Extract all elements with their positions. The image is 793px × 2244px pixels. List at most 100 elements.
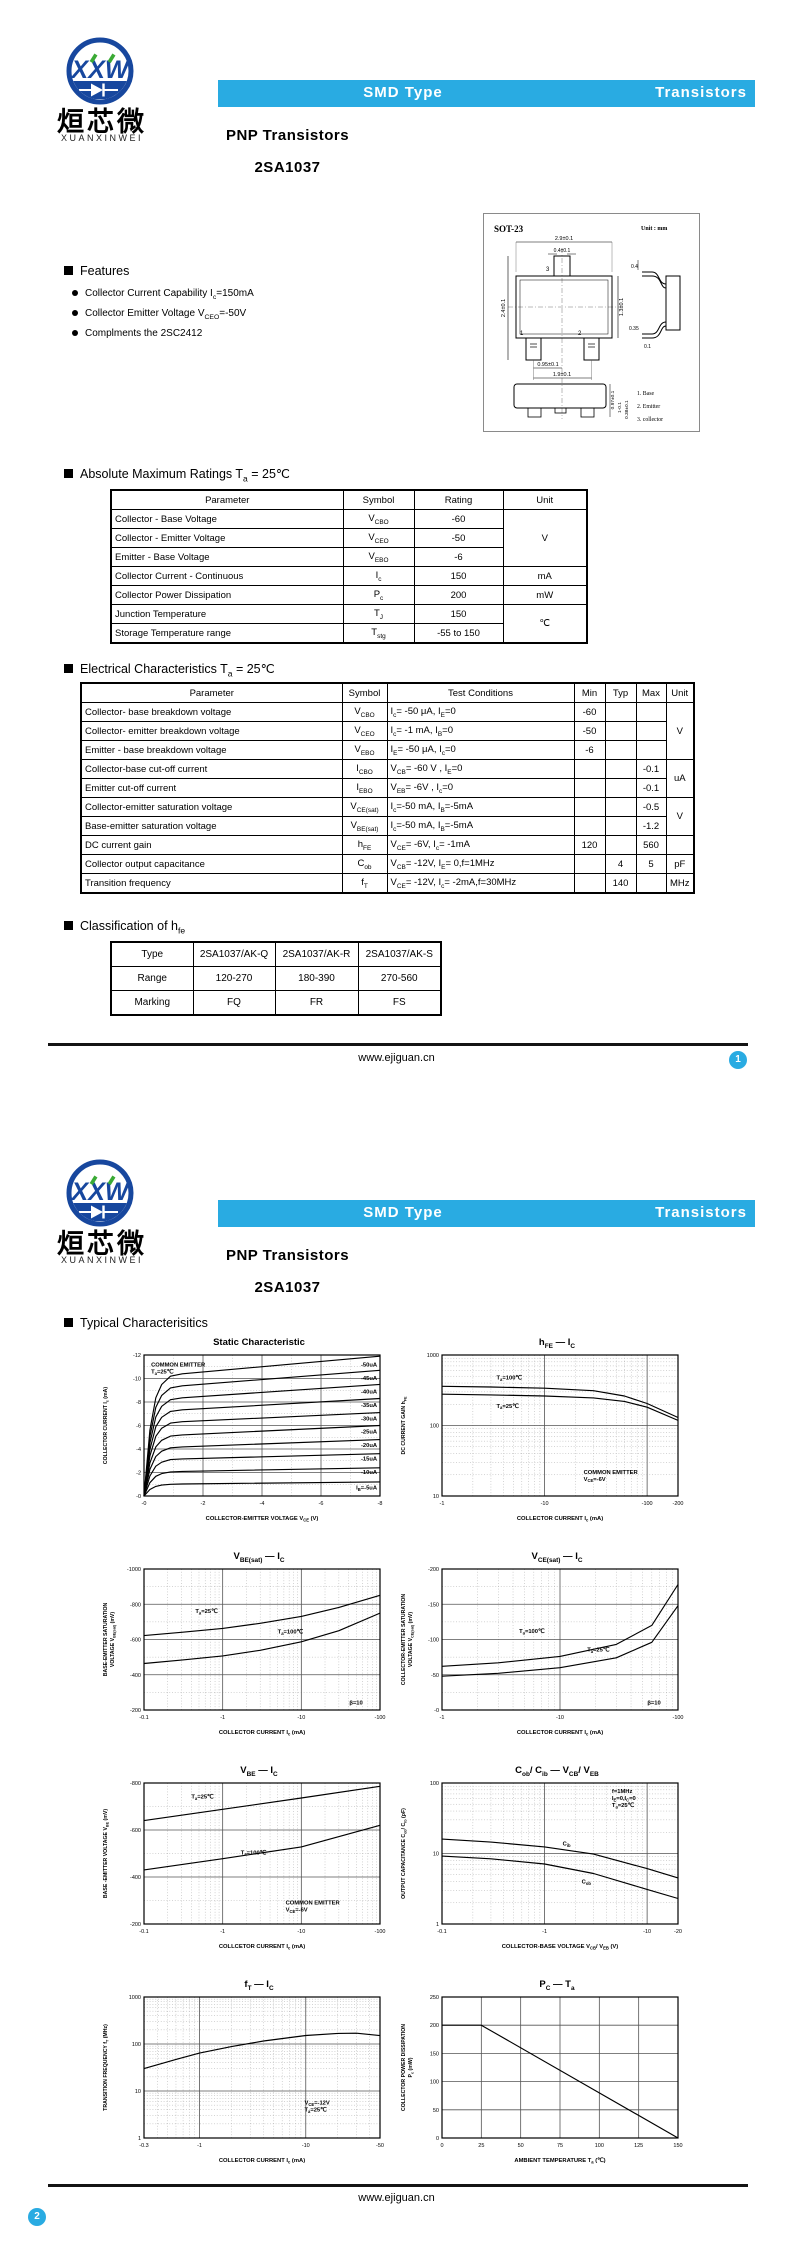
svg-text:0: 0 xyxy=(436,2136,439,2142)
table-cell: -0.1 xyxy=(635,778,667,798)
svg-text:VCE=-12V: VCE=-12V xyxy=(304,2101,329,2107)
page-2: XXW 烜芯微 XUANXINWEI SMD Type Transistors … xyxy=(0,1122,793,2244)
column-header: Typ xyxy=(604,682,637,703)
table-cell: Collector-base cut-off current xyxy=(80,759,343,779)
package-drawing: SOT-23 Unit : mm 2.9±0.1 0.4±0.1 xyxy=(483,213,700,432)
column-header: Unit xyxy=(502,489,588,510)
table-cell: 150 xyxy=(413,566,504,586)
svg-text:-25uA: -25uA xyxy=(361,1429,378,1435)
dim-lead-foot: 0.1 xyxy=(644,344,651,350)
table-cell: 180-390 xyxy=(274,966,359,991)
grid-major xyxy=(144,1783,380,1924)
table-cell: IEBO xyxy=(341,778,388,798)
table-cell xyxy=(604,797,637,817)
svg-text:-10: -10 xyxy=(541,1501,549,1507)
table-cell: V xyxy=(502,509,588,567)
svg-text:250: 250 xyxy=(430,1995,439,2001)
pin-1-label: 1 xyxy=(520,331,524,337)
unit-note: Unit : mm xyxy=(641,226,667,232)
company-logo-icon: XXW xyxy=(66,37,134,105)
page-number-badge: 2 xyxy=(28,2208,46,2226)
svg-text:COMMON EMITTER: COMMON EMITTER xyxy=(286,1901,341,1907)
svg-text:COLLECTOR CURRENT Ic (mA): COLLECTOR CURRENT Ic (mA) xyxy=(103,1387,109,1464)
chart-canvas: -1 -10 -100 -0 -50 -100 -150 -200 COLLECTOR CURR… xyxy=(401,1567,684,1736)
table-cell: TJ xyxy=(342,604,415,624)
svg-text:-45uA: -45uA xyxy=(361,1376,378,1382)
svg-text:-200: -200 xyxy=(130,1708,141,1714)
chart-vbe-vs-ic: VBE — IC -0.1 -1 -10 -100 -200 -400 -600 -800 CO… xyxy=(98,1764,388,1965)
table-cell: VCBO xyxy=(342,509,415,529)
svg-text:-200: -200 xyxy=(130,1922,141,1928)
table-row: Transition frequency fT VCE= -12V, Ic= -2m… xyxy=(80,873,695,894)
svg-text:-200: -200 xyxy=(428,1567,439,1573)
series-group xyxy=(143,1594,381,1665)
table-row: Type 2SA1037/AK-Q 2SA1037/AK-R 2SA1037/AK-S xyxy=(110,941,442,967)
table-cell: Ic xyxy=(342,566,415,586)
chart-canvas: -0 -2 -4 -6 -8 -0 -2 -4 -6 -8 -10 -12 COLLECTOR-EMIT… xyxy=(103,1353,382,1522)
table-cell: ℃ xyxy=(502,604,588,644)
series-line xyxy=(143,1594,381,1637)
svg-text:Ta=25℃: Ta=25℃ xyxy=(195,1608,218,1615)
svg-text:100: 100 xyxy=(430,1781,439,1787)
series-group xyxy=(441,1584,679,1677)
table-cell xyxy=(635,740,667,760)
svg-text:-10uA: -10uA xyxy=(361,1470,378,1476)
svg-text:-50uA: -50uA xyxy=(361,1362,378,1368)
pin-legend-collector: 3. collector xyxy=(637,417,663,423)
svg-text:1000: 1000 xyxy=(129,1995,141,2001)
brand-name-en: XUANXINWEI xyxy=(60,1255,143,1265)
table-cell: Collector Current - Continuous xyxy=(110,566,344,586)
svg-text:Ta=100℃: Ta=100℃ xyxy=(497,1374,523,1381)
svg-text:-1: -1 xyxy=(220,1929,225,1935)
table-cell: FQ xyxy=(192,990,276,1016)
svg-text:-10: -10 xyxy=(302,2143,310,2149)
svg-text:1000: 1000 xyxy=(427,1353,439,1359)
table-cell: 2SA1037/AK-R xyxy=(274,941,359,967)
table-cell: -60 xyxy=(413,509,504,529)
svg-text:VCE=-6V: VCE=-6V xyxy=(584,1477,606,1483)
section-square-icon xyxy=(64,664,73,673)
table-cell: -1.2 xyxy=(635,816,667,836)
svg-text:10: 10 xyxy=(135,2089,141,2095)
column-header: Unit xyxy=(665,682,695,703)
column-header: Test Conditions xyxy=(386,682,575,703)
part-number-title: 2SA1037 xyxy=(254,1279,321,1296)
chart-caption: fT — IC xyxy=(244,1979,274,1992)
table-cell: 150 xyxy=(413,604,504,624)
banner-right-label: Transistors xyxy=(655,1204,747,1221)
chart-caption: hFE — IC xyxy=(538,1337,576,1350)
svg-text:-1000: -1000 xyxy=(127,1567,141,1573)
svg-text:200: 200 xyxy=(430,2023,439,2029)
svg-text:-0.1: -0.1 xyxy=(437,1929,446,1935)
table-cell: V xyxy=(665,702,695,760)
grid-minor xyxy=(144,1783,380,1924)
svg-text:-50: -50 xyxy=(431,1673,439,1679)
dim-tab-width: 0.4±0.1 xyxy=(554,248,571,254)
svg-text:-100: -100 xyxy=(374,1929,385,1935)
svg-text:-200: -200 xyxy=(672,1501,683,1507)
svg-text:150: 150 xyxy=(430,2051,439,2057)
table-cell: Ic=-50 mA, IB=-5mA xyxy=(386,797,575,817)
table-cell: Marking xyxy=(110,990,194,1016)
svg-text:-600: -600 xyxy=(130,1638,141,1644)
chart-vcesat-vs-ic: VCE(sat) — IC -1 -10 -100 -0 -50 -100 -150 -200… xyxy=(396,1550,686,1751)
svg-text:COLLECTOR CURRENT Ic (mA): COLLECTOR CURRENT Ic (mA) xyxy=(517,1730,603,1736)
table-cell: -6 xyxy=(573,740,606,760)
svg-text:-6: -6 xyxy=(136,1424,141,1430)
bullet-icon xyxy=(72,330,78,336)
svg-text:Ta=100℃: Ta=100℃ xyxy=(241,1849,267,1856)
table-row: Storage Temperature range Tstg -55 to 150 xyxy=(110,623,587,644)
brand-name-cn: 烜芯微 xyxy=(57,1229,147,1260)
svg-text:f=1MHz: f=1MHz xyxy=(612,1789,633,1795)
table-cell xyxy=(635,873,667,894)
table-cell: 140 xyxy=(604,873,637,894)
series-group xyxy=(441,1385,679,1421)
svg-text:-10: -10 xyxy=(297,1715,305,1721)
svg-text:-0: -0 xyxy=(142,1501,147,1507)
svg-text:COMMON EMITTER: COMMON EMITTER xyxy=(584,1470,639,1476)
table-cell: Emitter - base breakdown voltage xyxy=(80,740,343,760)
svg-text:β=10: β=10 xyxy=(349,1701,362,1707)
table-cell: Type xyxy=(110,941,194,967)
table-cell xyxy=(573,816,606,836)
series-line xyxy=(441,1855,679,1900)
